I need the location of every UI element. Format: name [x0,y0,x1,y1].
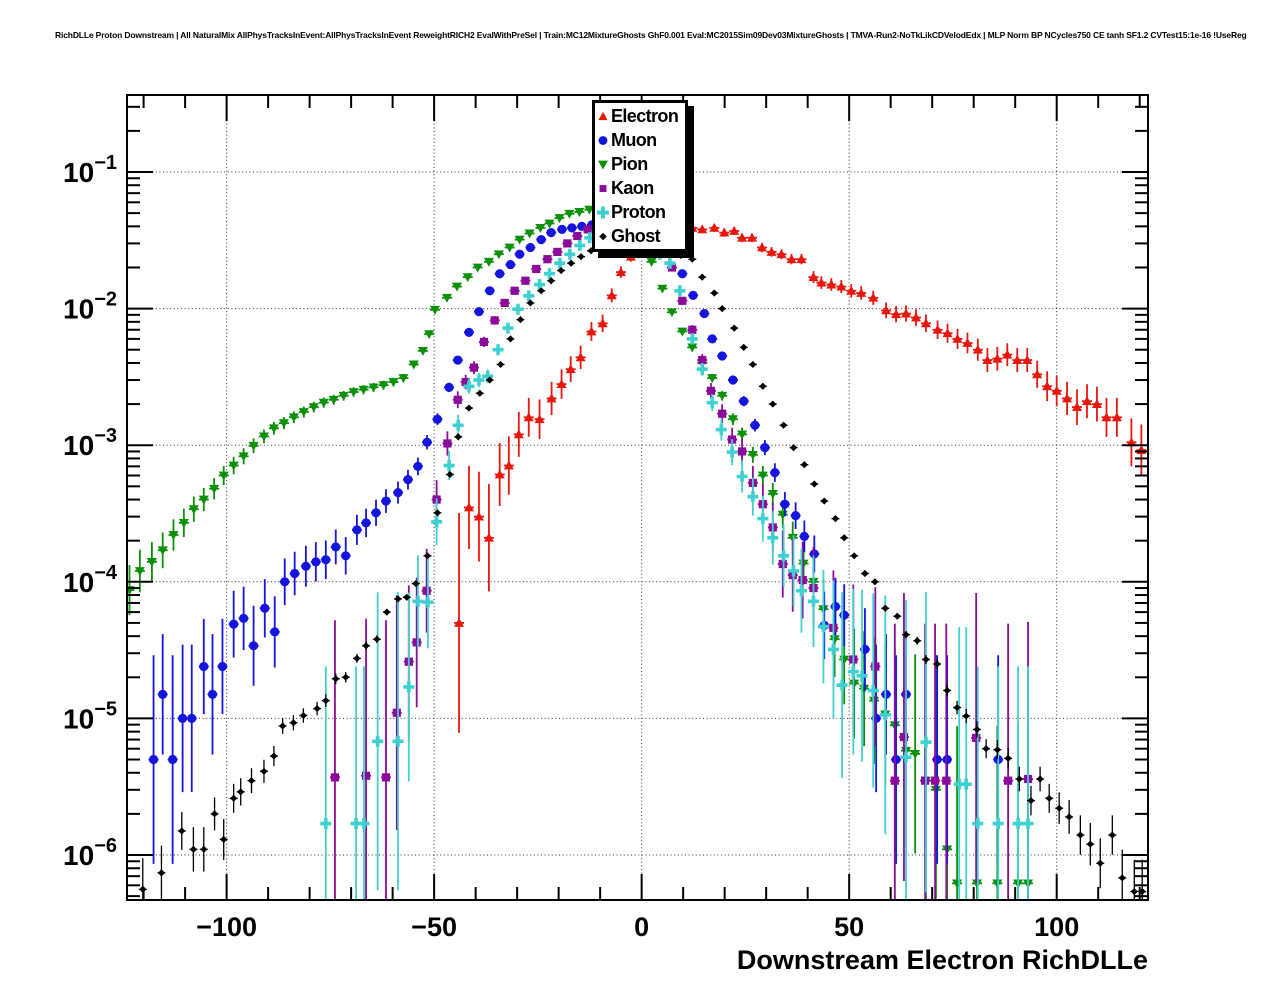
legend-item-proton: Proton [596,201,685,224]
muon-marker-icon [598,135,608,145]
electron-marker-icon [598,111,608,120]
legend-item-pion: Pion [596,152,685,175]
legend-label: Kaon [611,178,654,199]
legend-label: Muon [611,129,657,150]
plot-title: RichDLLe Proton Downstream | All Natural… [55,30,1247,40]
axes-frame [126,94,1149,901]
legend-box: Electron Muon Pion Kaon Proton Ghost [592,100,688,252]
y-tick-label: 10−4 [63,562,118,598]
x-tick-label: 100 [1034,912,1079,942]
legend-item-ghost: Ghost [596,225,685,248]
legend-label: Pion [611,153,648,174]
legend-label: Ghost [611,226,661,247]
pion-marker-icon [598,160,608,170]
x-tick-label: −100 [196,912,257,942]
x-axis-title: Downstream Electron RichDLLe [737,945,1148,975]
legend-item-kaon: Kaon [596,177,685,200]
legend-item-electron: Electron [596,104,685,127]
x-tick-label: 50 [834,912,864,942]
series-ghost [138,239,1147,899]
x-tick-label: −50 [411,912,457,942]
axis-labels: −100 −50 0 50 100 10−1 10−2 10−3 10−4 10−5 10−6 Dow… [63,152,1148,975]
kaon-marker-icon [599,185,607,193]
legend-label: Proton [611,202,666,223]
legend-label: Electron [611,105,679,126]
y-tick-label: 10−5 [63,698,117,734]
y-tick-label: 10−3 [63,425,117,461]
y-tick-label: 10−2 [63,289,117,325]
y-tick-label: 10−1 [63,152,117,188]
series-electron [454,222,1147,733]
x-tick-label: 0 [634,912,649,942]
proton-marker-icon [597,206,609,219]
series-proton [320,225,1034,899]
y-tick-label: 10−6 [63,835,117,871]
legend-item-muon: Muon [596,128,685,151]
ghost-marker-icon [599,233,607,241]
series-muon [148,220,1004,864]
